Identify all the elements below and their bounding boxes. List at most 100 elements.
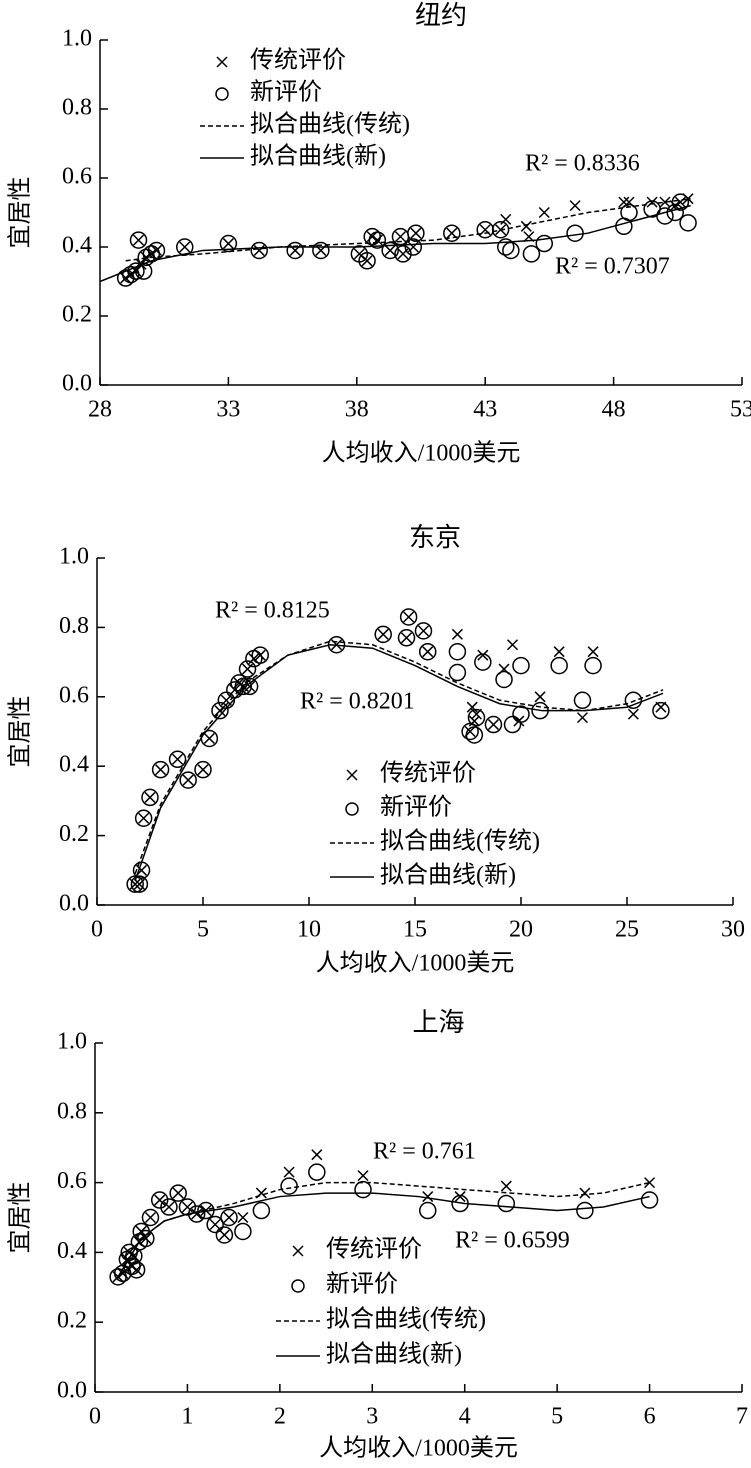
circle-marker: [179, 771, 197, 789]
y-tick-label: 0.6: [59, 682, 89, 708]
circle-marker: [496, 238, 515, 256]
circle-marker: [220, 1208, 238, 1227]
fit-line: [134, 643, 664, 881]
circle-marker: [652, 701, 670, 720]
circle-marker: [576, 1201, 594, 1220]
legend-label: 新评价: [250, 79, 322, 106]
circle-marker: [474, 653, 492, 671]
x-marker: [182, 774, 194, 786]
circle-marker: [448, 642, 467, 661]
x-marker: [283, 1166, 295, 1178]
legend-label: 传统评价: [250, 47, 346, 74]
r2-annotation: R² = 0.6599: [455, 1228, 570, 1254]
x-marker: [520, 220, 532, 232]
y-tick-label: 0.4: [57, 1238, 87, 1264]
x-tick-label: 2: [274, 1404, 286, 1430]
circle-marker: [368, 231, 387, 249]
x-tick-label: 15: [403, 917, 427, 943]
y-axis-label: 宜居性: [7, 1182, 34, 1254]
legend-label: 拟合曲线(新): [250, 143, 386, 170]
circle-marker: [535, 234, 554, 253]
x-tick-label: 7: [736, 1404, 748, 1430]
circle-marker: [120, 1243, 138, 1262]
x-marker: [618, 196, 630, 208]
legend-label: 传统评价: [326, 1236, 422, 1263]
x-marker: [659, 196, 671, 208]
circle-marker: [129, 231, 148, 249]
x-marker: [179, 241, 191, 253]
circle-marker: [219, 234, 238, 253]
x-marker: [487, 719, 499, 731]
x-marker: [579, 1187, 591, 1199]
x-tick-label: 10: [297, 917, 321, 943]
circle-marker: [122, 265, 140, 284]
x-marker: [569, 200, 581, 212]
x-marker: [576, 712, 589, 724]
x-marker: [477, 649, 489, 661]
circle-marker: [141, 1208, 160, 1227]
circle-marker: [443, 224, 461, 242]
legend-label: 拟合曲线(新): [380, 862, 516, 889]
circle-marker: [399, 608, 418, 626]
circle-marker: [215, 87, 229, 101]
circle-marker: [584, 656, 602, 675]
x-marker: [292, 1245, 304, 1257]
x-marker: [454, 1191, 466, 1203]
legend-label: 拟合曲线(传统): [380, 828, 540, 855]
circle-marker: [142, 245, 161, 263]
x-marker: [346, 769, 358, 781]
circle-marker: [312, 241, 330, 260]
x-marker: [163, 1201, 175, 1213]
x-marker: [644, 1177, 656, 1189]
chart-title: 纽约: [415, 1, 467, 30]
circle-marker: [345, 802, 359, 816]
y-axis-label: 宜居性: [7, 177, 34, 249]
circle-marker: [358, 252, 376, 270]
x-axis-label: 人均收入/1000美元: [316, 950, 515, 977]
circle-marker: [656, 207, 674, 225]
x-marker: [357, 1170, 369, 1182]
y-tick-label: 0.4: [62, 233, 92, 259]
r2-annotation: R² = 0.8201: [300, 689, 415, 715]
circle-marker: [194, 760, 212, 779]
x-marker: [172, 1187, 184, 1199]
circle-marker: [573, 691, 592, 710]
x-marker: [144, 1211, 156, 1224]
circle-marker: [215, 1226, 234, 1244]
circle-marker: [414, 622, 433, 640]
circle-marker: [251, 646, 269, 664]
circle-marker: [168, 750, 187, 769]
x-tick-label: 48: [602, 397, 626, 423]
r2-annotation: R² = 0.8125: [215, 598, 330, 624]
x-marker: [209, 1218, 221, 1231]
y-tick-label: 0.0: [57, 1378, 87, 1404]
circle-marker: [374, 625, 392, 644]
x-tick-label: 43: [473, 397, 497, 423]
circle-marker: [512, 705, 530, 723]
x-marker: [155, 764, 167, 776]
circle-marker: [134, 809, 153, 827]
x-tick-label: 0: [91, 917, 103, 943]
fit-line: [99, 204, 691, 283]
x-marker: [627, 708, 639, 720]
circle-marker: [467, 708, 486, 727]
r2-annotation: R² = 0.7307: [555, 254, 670, 280]
legend-label: 新评价: [380, 794, 452, 821]
circle-marker: [497, 1194, 516, 1213]
x-marker: [422, 646, 434, 658]
circle-marker: [147, 241, 166, 260]
circle-marker: [234, 1222, 252, 1241]
circle-marker: [566, 224, 584, 242]
x-marker: [553, 646, 565, 658]
x-marker: [394, 231, 406, 243]
circle-marker: [169, 1184, 187, 1202]
y-tick-label: 0.0: [62, 371, 92, 397]
circle-marker: [127, 1261, 146, 1279]
x-tick-label: 53: [730, 397, 751, 423]
legend-label: 拟合曲线(新): [326, 1341, 462, 1368]
circle-marker: [127, 262, 145, 280]
x-tick-label: 28: [88, 397, 112, 423]
circle-marker: [550, 656, 568, 675]
fit-line: [125, 197, 691, 262]
